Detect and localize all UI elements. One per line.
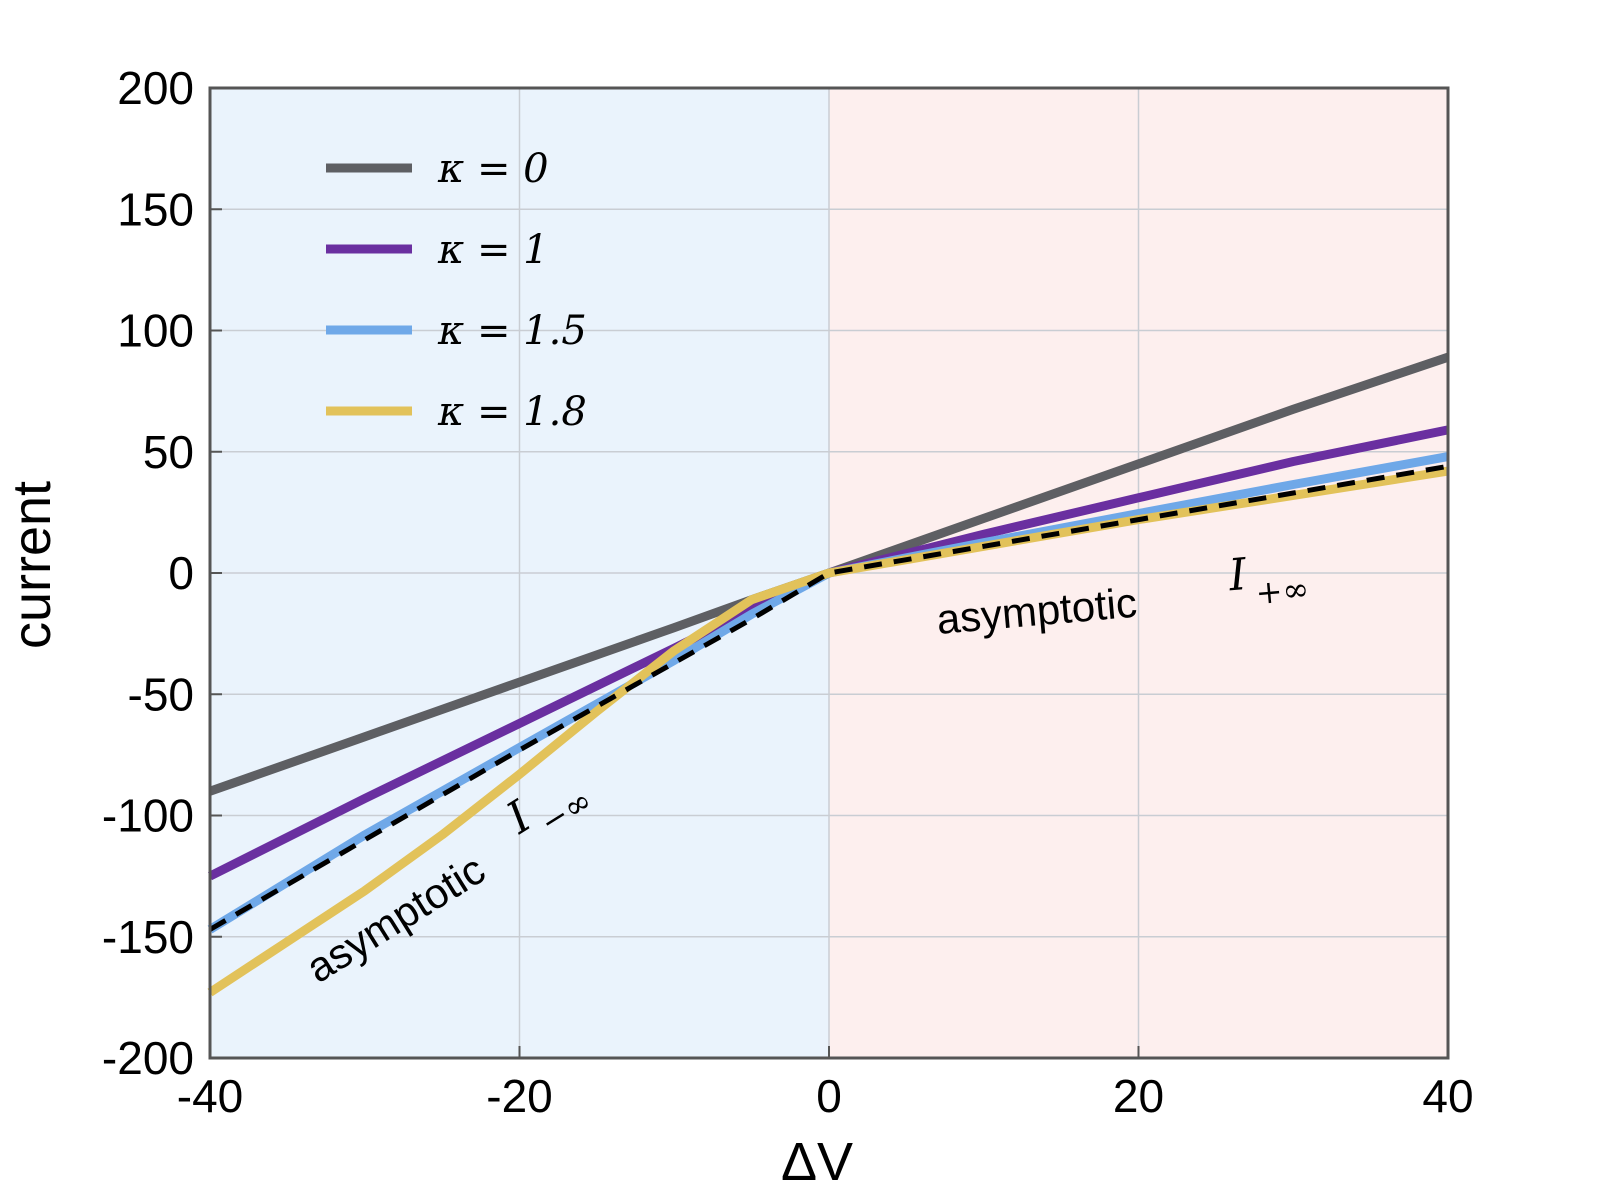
x-tick-label-0: -40 (177, 1070, 243, 1122)
y-tick-label-7: 150 (117, 183, 194, 235)
annotation-pos-subscript: +∞ (1254, 570, 1311, 613)
asymptote-dashed-line (208, 463, 1449, 932)
legend: κ = 0 κ = 1 κ = 1.5 κ = 1.8 (326, 146, 587, 435)
y-tick-label-6: 100 (117, 305, 194, 357)
x-tick-label-3: 20 (1113, 1070, 1164, 1122)
x-tick-label-4: 40 (1422, 1070, 1473, 1122)
x-axis-label: ΔV (781, 1132, 853, 1192)
y-tick-label-2: -100 (102, 790, 194, 842)
legend-label-3: κ = 1.8 (437, 389, 587, 435)
legend-label-2: κ = 1.5 (437, 308, 587, 354)
y-tick-label-1: -150 (102, 911, 194, 963)
y-tick-label-3: -50 (128, 668, 194, 720)
x-tick-label-2: 0 (816, 1070, 842, 1122)
y-axis-label: current (2, 481, 62, 649)
y-tick-label-8: 200 (117, 62, 194, 114)
x-tick-label-1: -20 (486, 1070, 552, 1122)
y-tick-label-4: 0 (168, 547, 194, 599)
legend-label-0: κ = 0 (437, 146, 549, 192)
legend-label-1: κ = 1 (437, 227, 549, 273)
series-lines (207, 352, 1450, 997)
y-tick-label-0: -200 (102, 1032, 194, 1084)
y-tick-label-5: 50 (143, 426, 194, 478)
